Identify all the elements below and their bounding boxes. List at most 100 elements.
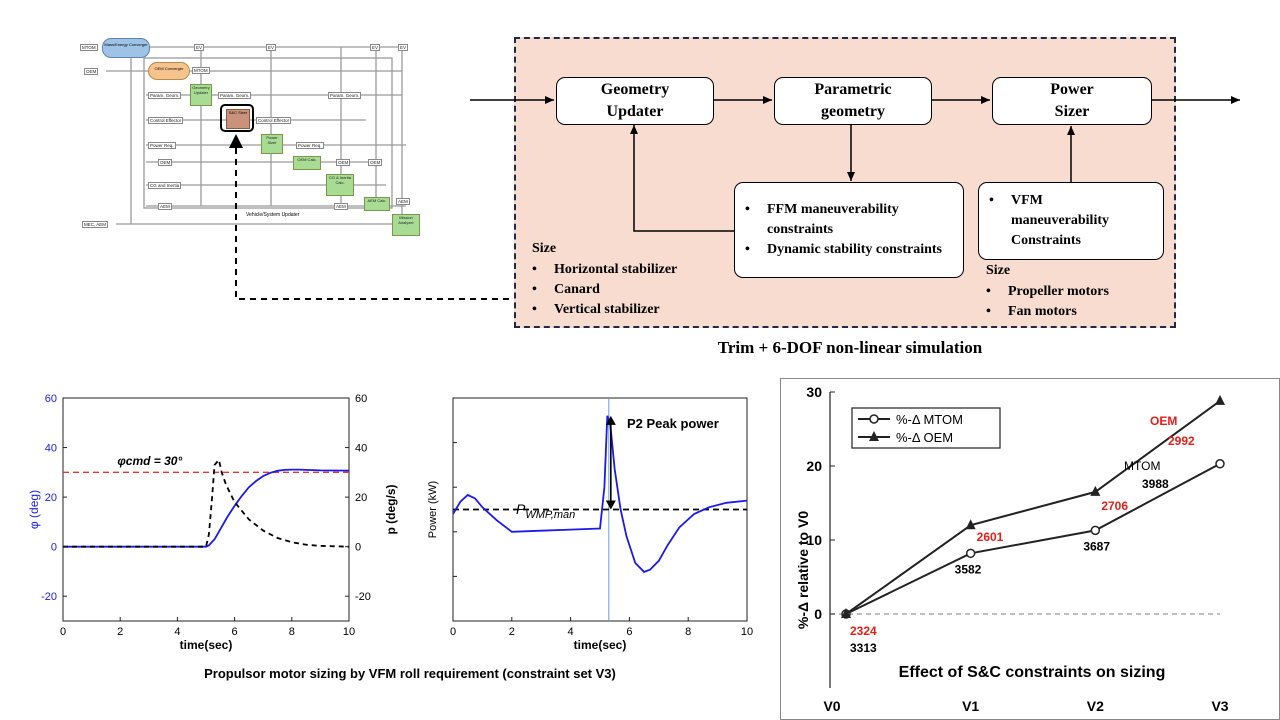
legend-label-mtom: %-Δ MTOM [896, 412, 963, 427]
y-tick-label: 20 [806, 458, 822, 474]
oem-label-1: OEM [158, 159, 173, 166]
size-item: Vertical stabilizer [528, 300, 677, 320]
constraints-box-vfm: VFM maneuverability Constraints [978, 182, 1164, 260]
x-tick-label: 10 [343, 626, 355, 638]
aem-label-3: AEM [396, 198, 410, 205]
y-axis-label: Power (kW) [427, 481, 439, 538]
size-list-right: Propeller motors Fan motors [982, 282, 1109, 322]
x-tick-label: 0 [60, 626, 66, 638]
peak-arrow-head-up [605, 415, 616, 425]
x-tick-label: 4 [568, 626, 574, 638]
peak-arrow-head-down [605, 500, 616, 510]
constraint-item: FFM maneuverability constraints [741, 200, 953, 240]
oem-value-label: 2324 [850, 624, 877, 638]
oem-point [1090, 485, 1101, 496]
aem-calc-node: AEM Calc. [364, 197, 390, 211]
cg-inertia-calc-node: CG & Inertia Calc. [326, 174, 354, 196]
constraints-box-ffm: FFM maneuverability constraints Dynamic … [734, 182, 964, 278]
x-axis-label: time(sec) [574, 638, 627, 652]
geometry-updater-label: Geometry Updater [600, 81, 670, 120]
power-chart: 0 2 4 6 8 10 time(sec) Power (kW) P2 Peak power P… [427, 397, 753, 652]
y-tick-label-left: 60 [45, 393, 57, 405]
x-tick-label: 10 [741, 626, 753, 638]
y-tick-label-right: 20 [355, 492, 367, 504]
x-tick-label: 6 [626, 626, 632, 638]
roll-response-chart: 0 2 4 6 8 10 -20 0 20 40 60 -20 0 20 40 60 time(sec) φ (d… [27, 393, 398, 652]
control-effector-label-2: Control Effector [256, 117, 292, 124]
mission-analyzer-node: Mission Analyzer [392, 214, 420, 236]
parametric-geometry-label: Parametric geometry [814, 81, 892, 120]
x-axis-label: time(sec) [180, 638, 233, 652]
y-tick-label: 30 [806, 384, 822, 400]
y-tick-label-left: 0 [51, 542, 57, 554]
ev-label-1: EV [194, 44, 205, 51]
snc-sizer-highlight [220, 104, 254, 132]
mtom-value-label: 3988 [1142, 477, 1169, 491]
x-tick-label: V2 [1087, 698, 1104, 714]
sizing-chart-caption: Effect of S&C constraints on sizing [899, 664, 1166, 681]
control-effector-label-1: Control Effector [148, 117, 184, 124]
mtom-point [1090, 525, 1101, 536]
mtom-value-label: 3687 [1083, 539, 1110, 553]
power-sizer-node: Power Sizer [261, 134, 283, 154]
oem-annotation: OEM [1150, 414, 1177, 428]
legend-marker-mtom [869, 414, 879, 424]
param-geom-label-3: Param. Geom. [328, 92, 362, 99]
size-heading-right: Size [986, 263, 1011, 278]
legend-label-oem: %-Δ OEM [896, 430, 953, 445]
oem-value-label: 2992 [1168, 434, 1195, 448]
legend-box [851, 407, 1001, 449]
oem-calc-node: OEM Calc. [293, 156, 321, 170]
geometry-updater-box: Geometry Updater [556, 77, 714, 125]
peak-power-label: P2 Peak power [627, 416, 719, 431]
size-item: Propeller motors [982, 282, 1109, 302]
constraint-item: VFM maneuverability Constraints [985, 191, 1135, 251]
mtom-value-label: 3582 [955, 562, 982, 576]
plot-frame [62, 397, 350, 622]
parametric-geometry-box: Parametric geometry [774, 77, 932, 125]
oem-value-label: 2706 [1101, 499, 1128, 513]
mtom-label: MTOM [80, 44, 98, 51]
vfm-constraints-list: VFM maneuverability Constraints [985, 191, 1135, 251]
y-tick-label-right: -20 [355, 591, 371, 603]
mass-energy-converger-node: Mass/Energy Converger [102, 38, 150, 58]
oem-value-label: 2601 [977, 530, 1004, 544]
mtom-value-label: 3313 [850, 641, 877, 655]
geometry-updater-node: Geometry Updater [190, 84, 212, 106]
ev-label-4: EV [398, 44, 409, 51]
x-tick-label: V3 [1211, 698, 1228, 714]
system-overview-diagram: Mass/Energy Converger OEM Converger Geom… [76, 38, 422, 238]
mtom-label-2: MTOM [192, 67, 210, 74]
x-tick-label: 2 [117, 626, 123, 638]
y-tick-label-left: -20 [41, 591, 57, 603]
ffm-constraints-list: FFM maneuverability constraints Dynamic … [741, 200, 953, 260]
series-line-power [452, 415, 748, 573]
size-item: Fan motors [982, 302, 1109, 322]
y-tick-label-left: 40 [45, 443, 57, 455]
y-tick-label-right: 60 [355, 393, 367, 405]
mec-aem-label: MEC, AEM [82, 221, 109, 228]
ev-label-3: EV [370, 44, 381, 51]
oem-label-2: OEM [336, 159, 351, 166]
y-axis-label-right: p (deg/s) [384, 484, 398, 534]
param-geom-label-2: Param. Geom. [218, 92, 252, 99]
oem-label-3: OEM [368, 159, 383, 166]
snc-sizer-node: S&C Sizer [226, 109, 250, 129]
mtom-point [1215, 459, 1225, 469]
mtom-annotation: MTOM [1124, 459, 1160, 473]
sizing-effect-chart: 0 10 20 30 V0 V1 V2 V3 %-Δ relative to V0 3313 358… [780, 378, 1280, 720]
oem-label: OEM [84, 68, 99, 75]
series-line-p [63, 457, 350, 548]
oem-point [1215, 394, 1225, 405]
vehicle-updater-label: Vehicle/System Updater [246, 212, 300, 218]
series-line-oem [845, 400, 1221, 615]
x-tick-label: V0 [823, 698, 840, 714]
oem-point [965, 519, 976, 530]
x-tick-label: 2 [509, 626, 515, 638]
power-req-label-1: Power Req. [148, 142, 176, 149]
mtom-point [965, 548, 976, 559]
flow-caption: Trim + 6-DOF non-linear simulation [717, 338, 983, 357]
